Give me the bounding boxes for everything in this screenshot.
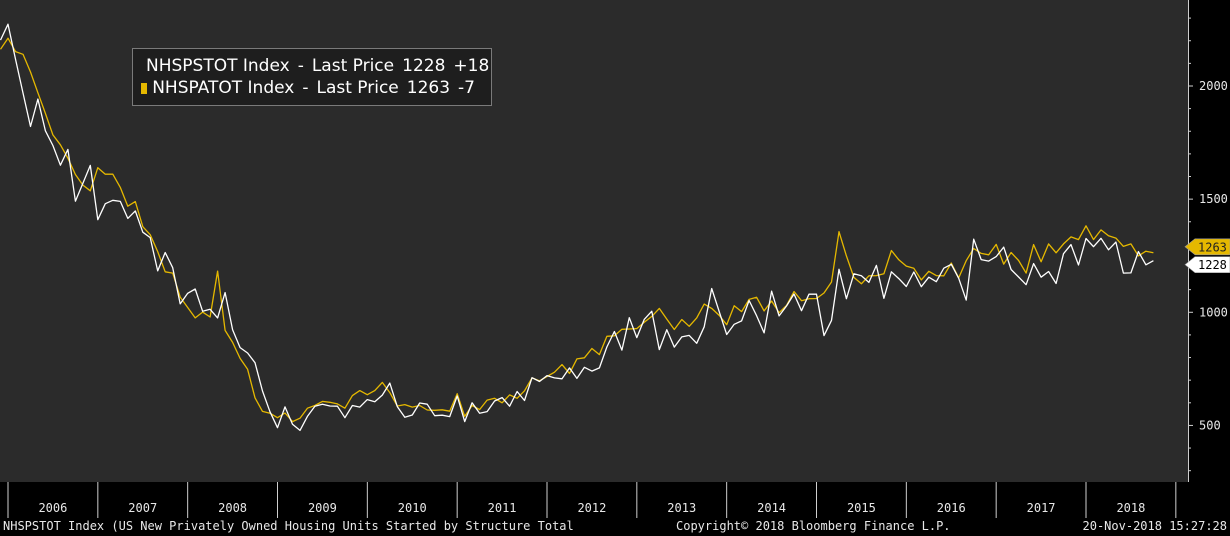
footer-bar: NHSPSTOT Index (US New Privately Owned H…	[0, 518, 1230, 536]
legend-entry-starts: NHSPSTOT Index - Last Price 1228 +18	[141, 55, 489, 77]
x-tick-label: 2015	[847, 501, 876, 515]
legend-ticker: NHSPSTOT Index	[146, 56, 290, 76]
x-tick-label: 2012	[577, 501, 606, 515]
y-tick-label: 500	[1199, 418, 1221, 432]
legend-change: +18	[453, 56, 490, 76]
legend-value: 1263	[406, 78, 451, 98]
last-value-starts-box	[1184, 256, 1230, 273]
last-value-permits: 1263	[1184, 238, 1230, 256]
y-tick-label: 1500	[1199, 192, 1228, 206]
x-tick-label: 2017	[1027, 501, 1056, 515]
x-tick-label: 2014	[757, 501, 786, 515]
x-tick-label: 2009	[308, 501, 337, 515]
legend-entry-permits: NHSPATOT Index - Last Price 1263 -7	[141, 77, 483, 99]
legend-label: Last Price	[316, 78, 399, 98]
y-tick-label: 1000	[1199, 305, 1228, 319]
chart-legend: NHSPSTOT Index - Last Price 1228 +18 NHSPATO…	[132, 48, 492, 106]
y-tick-label: 2000	[1199, 79, 1228, 93]
legend-sep: -	[302, 78, 309, 98]
x-tick-label: 2018	[1116, 501, 1145, 515]
last-value-starts: 1228	[1184, 256, 1230, 273]
series-line-starts	[0, 23, 1154, 432]
x-tick-label: 2013	[667, 501, 696, 515]
legend-value: 1228	[402, 56, 446, 76]
x-tick-label: 2010	[398, 501, 427, 515]
legend-change: -7	[458, 78, 475, 98]
x-tick-label: 2011	[488, 501, 517, 515]
footer-copyright: Copyright© 2018 Bloomberg Finance L.P.	[676, 519, 951, 533]
x-tick-label: 2008	[218, 501, 247, 515]
x-tick-label: 2016	[937, 501, 966, 515]
series-line-permits	[0, 37, 1154, 423]
legend-sep: -	[297, 56, 304, 76]
last-value-permits-box	[1184, 238, 1230, 256]
last-value-starts-text: 1228	[1198, 258, 1227, 272]
last-value-permits-text: 1263	[1198, 240, 1227, 254]
footer-timestamp: 20-Nov-2018 15:27:28	[1082, 519, 1228, 533]
x-tick-label: 2006	[38, 501, 67, 515]
x-tick-label: 2007	[128, 501, 157, 515]
legend-label: Last Price	[311, 56, 395, 76]
legend-ticker: NHSPATOT Index	[152, 78, 295, 98]
footer-description: NHSPSTOT Index (US New Privately Owned H…	[3, 519, 574, 533]
legend-swatch-permits	[141, 82, 148, 94]
